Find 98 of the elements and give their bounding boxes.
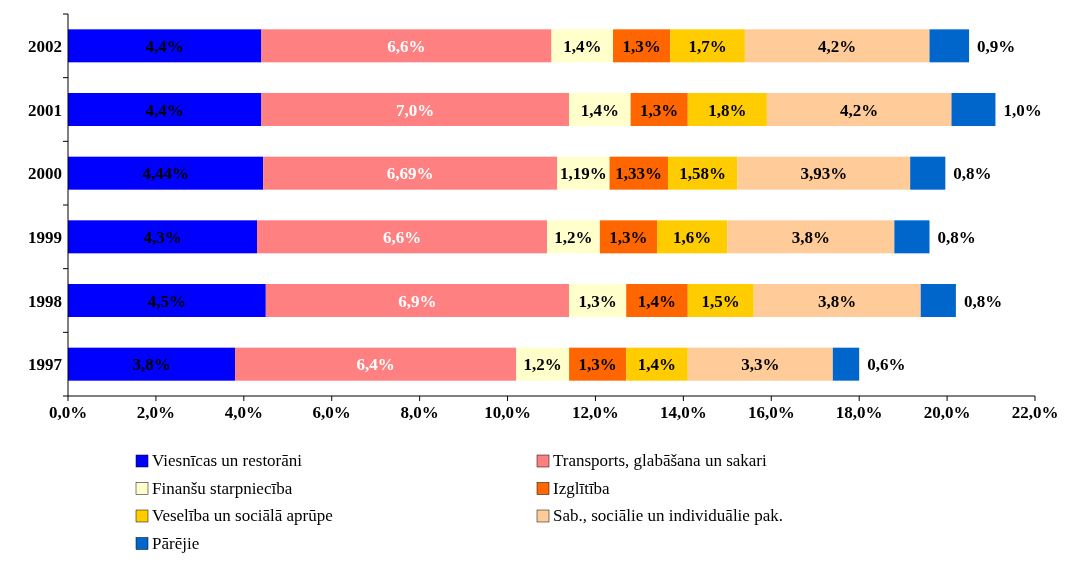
bar bbox=[263, 156, 558, 190]
bar bbox=[727, 220, 895, 254]
bar bbox=[265, 284, 570, 317]
bar bbox=[929, 29, 970, 63]
bar bbox=[626, 284, 688, 317]
data-label: 4,44% bbox=[142, 164, 189, 184]
bar bbox=[261, 29, 552, 63]
data-label: 6,6% bbox=[382, 227, 422, 247]
bar bbox=[235, 347, 517, 381]
data-label: 1,3% bbox=[622, 36, 661, 56]
bar bbox=[687, 284, 754, 317]
bar bbox=[766, 93, 952, 126]
data-label: 4,2% bbox=[818, 36, 857, 56]
bar bbox=[261, 93, 570, 126]
bar bbox=[951, 93, 996, 126]
data-label: 1,3% bbox=[578, 291, 617, 311]
x-tick-label: 6,0% bbox=[312, 403, 351, 422]
x-tick-label: 18,0% bbox=[835, 403, 883, 422]
data-label: 3,8% bbox=[132, 355, 171, 375]
data-label: 0,8% bbox=[963, 291, 1003, 311]
y-tick-label: 1999 bbox=[28, 227, 62, 247]
bar bbox=[68, 29, 262, 63]
x-tick-label: 0,0% bbox=[48, 403, 88, 422]
data-label: 6,6% bbox=[387, 36, 426, 56]
data-label: 1,4% bbox=[637, 355, 677, 375]
data-label: 4,3% bbox=[143, 227, 182, 247]
data-label: 1,4% bbox=[637, 291, 677, 311]
bar bbox=[626, 347, 688, 381]
data-label: 1,0% bbox=[1003, 100, 1042, 120]
data-label: 3,3% bbox=[741, 355, 780, 375]
data-label: 1,4% bbox=[563, 36, 602, 56]
legend-label: Pārējie bbox=[152, 533, 200, 553]
bar bbox=[910, 156, 946, 190]
legend-label: Veselība un sociālā aprūpe bbox=[152, 506, 333, 525]
bar bbox=[68, 93, 262, 126]
legend-label: Transports, glabāšana un sakari bbox=[553, 451, 767, 470]
data-label: 1,33% bbox=[615, 164, 663, 184]
x-tick-label: 8,0% bbox=[400, 403, 439, 422]
bar bbox=[68, 284, 266, 317]
data-label: 1,7% bbox=[688, 36, 727, 56]
x-tick-label: 14,0% bbox=[659, 403, 707, 422]
data-label: 4,4% bbox=[145, 100, 184, 120]
bar bbox=[68, 156, 264, 190]
bar bbox=[894, 220, 930, 254]
legend-label: Sab., sociālie un individuālie pak. bbox=[553, 506, 783, 525]
data-label: 6,69% bbox=[386, 164, 434, 184]
bar bbox=[670, 29, 745, 63]
bar bbox=[687, 93, 767, 126]
x-tick-label: 16,0% bbox=[747, 403, 795, 422]
data-label: 1,58% bbox=[679, 164, 727, 184]
bar bbox=[687, 347, 833, 381]
data-label: 3,93% bbox=[800, 164, 848, 184]
data-label: 0,8% bbox=[953, 164, 992, 184]
y-tick-label: 2001 bbox=[28, 100, 62, 120]
legend-label: Finanšu starpniecība bbox=[152, 478, 293, 498]
bar bbox=[832, 347, 860, 381]
data-label: 1,3% bbox=[609, 227, 648, 247]
data-label: 3,8% bbox=[791, 227, 830, 247]
legend-label: Izglītība bbox=[553, 478, 611, 498]
data-label: 1,4% bbox=[580, 100, 619, 120]
x-tick-label: 20,0% bbox=[923, 403, 971, 422]
bar bbox=[920, 284, 956, 317]
y-tick-label: 1997 bbox=[28, 355, 63, 375]
bar bbox=[569, 93, 631, 126]
x-tick-label: 10,0% bbox=[484, 403, 531, 422]
data-label: 7,0% bbox=[396, 100, 435, 120]
x-tick-label: 12,0% bbox=[572, 403, 619, 422]
data-label: 6,9% bbox=[398, 291, 437, 311]
legend-label: Viesnīcas un restorāni bbox=[152, 451, 303, 470]
data-label: 4,2% bbox=[840, 100, 879, 120]
data-label: 0,6% bbox=[867, 355, 906, 375]
data-label: 3,8% bbox=[818, 291, 857, 311]
data-label: 1,6% bbox=[673, 227, 712, 247]
x-tick-label: 4,0% bbox=[224, 403, 263, 422]
y-tick-label: 2002 bbox=[28, 36, 62, 56]
data-label: 0,9% bbox=[977, 36, 1016, 56]
data-label: 1,5% bbox=[701, 291, 740, 311]
x-tick-label: 2,0% bbox=[136, 403, 176, 422]
x-tick-label: 22,0% bbox=[1011, 403, 1059, 422]
data-label: 4,4% bbox=[145, 36, 184, 56]
data-label: 1,3% bbox=[578, 355, 617, 375]
bar bbox=[753, 284, 921, 317]
data-label: 1,3% bbox=[640, 100, 679, 120]
data-label: 1,2% bbox=[554, 227, 593, 247]
bar bbox=[257, 220, 548, 254]
bar bbox=[737, 156, 911, 190]
data-label: 1,19% bbox=[559, 164, 607, 184]
bar bbox=[744, 29, 930, 63]
bar bbox=[68, 347, 236, 381]
bar bbox=[656, 220, 728, 254]
bar bbox=[68, 220, 258, 254]
data-label: 1,2% bbox=[523, 355, 562, 375]
data-label: 4,5% bbox=[147, 291, 187, 311]
y-tick-label: 2000 bbox=[28, 164, 62, 184]
data-label: 1,8% bbox=[708, 100, 747, 120]
data-label: 6,4% bbox=[356, 355, 395, 375]
data-label: 0,8% bbox=[937, 227, 976, 247]
y-tick-label: 1998 bbox=[28, 291, 62, 311]
